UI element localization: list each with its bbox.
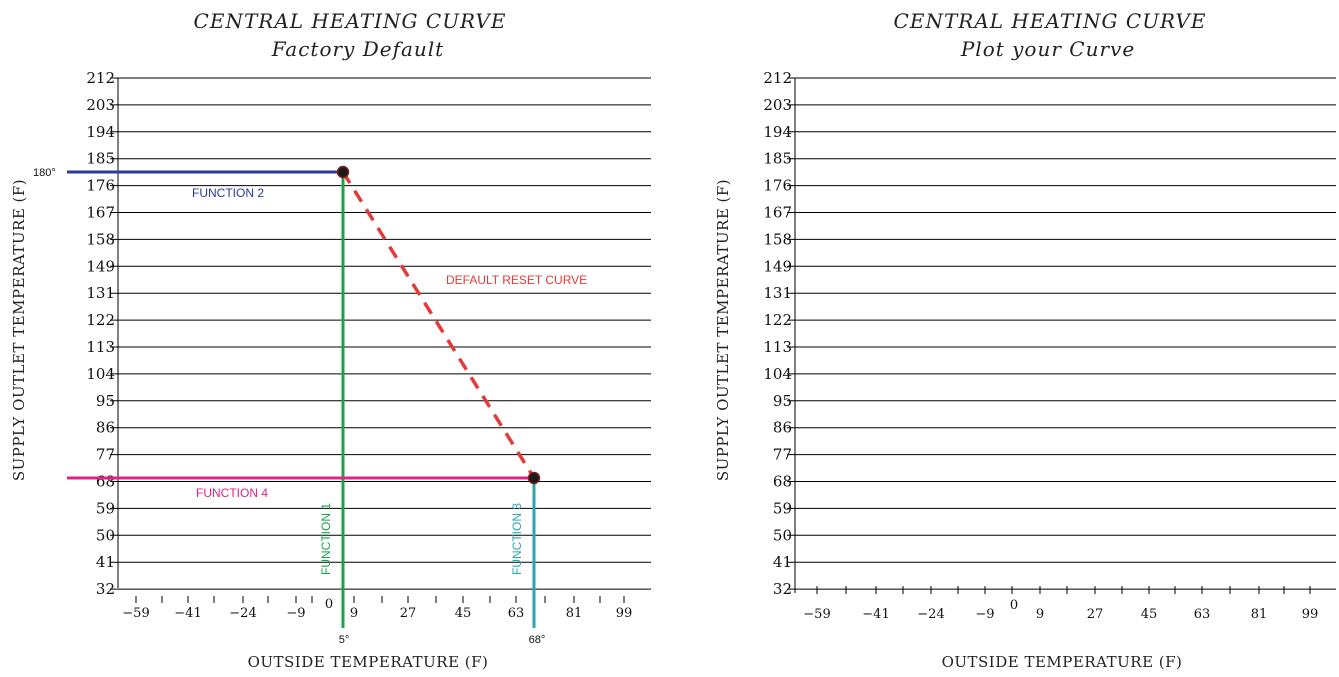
x-marker-label-5: 5° [339,634,350,646]
y-tick-label: 131 [763,284,792,302]
y-tick-label: 104 [763,365,792,383]
y-tick-label: 203 [86,96,115,114]
y-tick-label: 77 [96,446,115,464]
x-tick-label: 9 [1036,607,1044,622]
x-tick-label: 81 [566,606,583,621]
y-tick-label: 113 [763,338,792,356]
x-tick-labels: −59 −41 −24 −9 0 9 27 45 63 81 99 [803,586,1318,622]
x-tick-label: −41 [174,606,201,621]
y-tick-label: 104 [86,365,115,383]
x-tick-label: 45 [1141,607,1158,622]
chart-series [67,165,541,628]
chart-factory-default: CENTRAL HEATING CURVE Factory Default 21… [10,9,651,671]
x-tick-label: 99 [1302,607,1319,622]
y-tick-label: 86 [773,419,792,437]
y-tick-label: 176 [763,177,792,195]
chart-plot-your-curve: CENTRAL HEATING CURVE Plot your Curve 21… [714,9,1336,671]
grid-lines [787,77,1336,590]
x-tick-label: 9 [350,606,358,621]
chart-subtitle: Factory Default [271,37,444,61]
y-tick-label: 149 [763,257,792,275]
x-tick-label: 0 [1010,598,1018,613]
grid-lines [110,77,651,590]
x-tick-labels: −59 −41 −24 −9 0 9 27 45 63 81 99 [122,596,632,621]
y-tick-label: 122 [86,311,115,329]
curve-point [336,165,350,179]
x-tick-label: −59 [803,607,830,622]
x-tick-label: 63 [1194,607,1211,622]
y-tick-label: 158 [763,230,792,248]
y-tick-label: 194 [86,123,115,141]
y-axis-title: SUPPLY OUTLET TEMPERATURE (F) [714,179,732,481]
y-tick-label: 32 [96,580,115,598]
x-tick-label: 99 [616,606,633,621]
y-tick-label: 185 [763,150,792,168]
chart-subtitle: Plot your Curve [960,37,1135,61]
y-tick-label: 149 [86,257,115,275]
y-marker-label: 180° [33,167,56,179]
y-tick-label: 167 [763,204,792,222]
y-tick-labels: 212 203 194 185 176 167 158 149 131 122 113 104 95 86… [86,69,115,598]
y-tick-label: 176 [86,177,115,195]
y-tick-label: 185 [86,150,115,168]
y-tick-label: 68 [96,473,115,491]
y-tick-label: 50 [96,526,115,544]
y-tick-label: 59 [773,499,792,517]
x-tick-label: 63 [508,606,525,621]
x-tick-label: 81 [1251,607,1268,622]
x-tick-label: −41 [862,607,889,622]
y-tick-label: 122 [763,311,792,329]
y-tick-label: 95 [773,392,792,410]
function-3-label: FUNCTION 3 [510,503,524,575]
y-tick-label: 41 [96,553,115,571]
chart-title: CENTRAL HEATING CURVE [894,9,1207,33]
y-tick-label: 68 [773,473,792,491]
y-tick-label: 203 [763,96,792,114]
y-tick-label: 95 [96,392,115,410]
curve-point [527,471,541,485]
y-tick-label: 59 [96,499,115,517]
y-tick-label: 41 [773,553,792,571]
function-1-label: FUNCTION 1 [319,503,333,575]
x-tick-label: 27 [400,606,417,621]
reset-curve-label: DEFAULT RESET CURVE [446,273,587,287]
x-tick-label: 45 [455,606,472,621]
y-tick-label: 113 [86,338,115,356]
y-tick-label: 212 [763,69,792,87]
x-axis-title: OUTSIDE TEMPERATURE (F) [942,653,1183,671]
y-tick-label: 194 [763,123,792,141]
x-tick-label: −9 [286,606,305,621]
y-tick-label: 167 [86,204,115,222]
function-2-label: FUNCTION 2 [192,186,264,200]
function-4-label: FUNCTION 4 [196,486,268,500]
x-tick-label: −24 [917,607,944,622]
y-tick-label: 32 [773,580,792,598]
y-tick-labels: 212 203 194 185 176 167 158 149 131 122 113 104 95 86… [763,69,792,598]
y-tick-label: 158 [86,230,115,248]
y-tick-label: 77 [773,446,792,464]
x-tick-label: −24 [229,606,256,621]
x-axis-title: OUTSIDE TEMPERATURE (F) [248,653,489,671]
y-tick-label: 131 [86,284,115,302]
y-axis-title: SUPPLY OUTLET TEMPERATURE (F) [10,179,28,481]
x-tick-label: −59 [122,606,149,621]
x-marker-label-68: 68° [529,634,546,646]
y-tick-label: 50 [773,526,792,544]
y-tick-label: 212 [86,69,115,87]
chart-title: CENTRAL HEATING CURVE [194,9,507,33]
y-tick-label: 86 [96,419,115,437]
x-tick-label: 0 [325,597,333,612]
x-tick-label: 27 [1087,607,1104,622]
x-tick-label: −9 [975,607,994,622]
default-reset-curve-line [341,171,536,479]
